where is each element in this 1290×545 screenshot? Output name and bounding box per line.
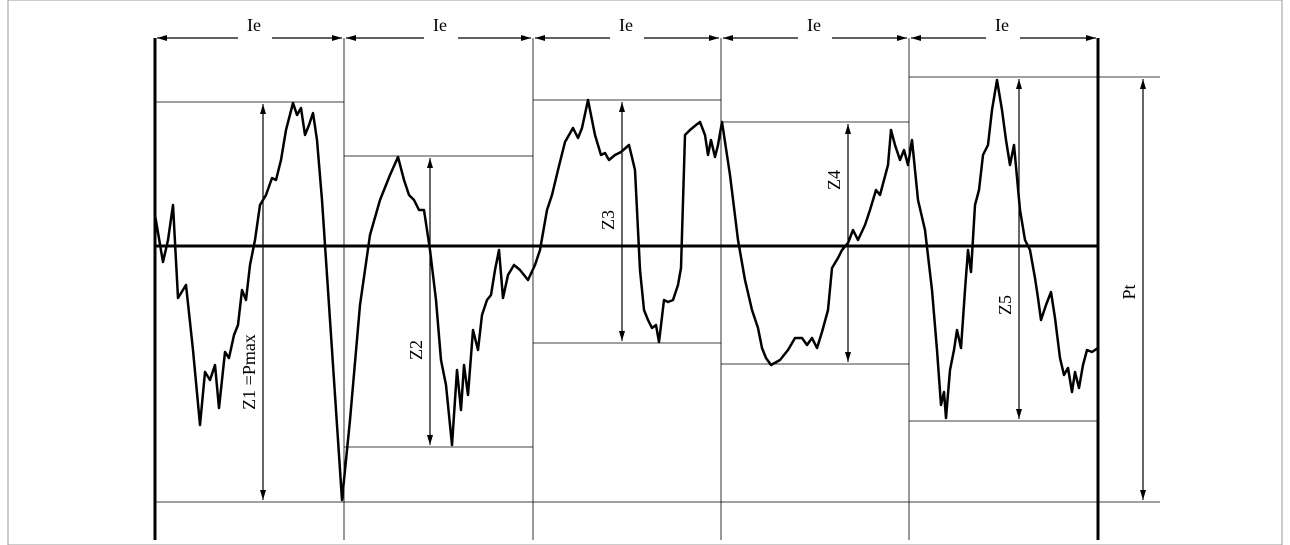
frame	[7, 0, 1283, 545]
segment-label: Ie	[995, 15, 1009, 35]
dimension-arrows	[157, 35, 1146, 500]
segment-label: Ie	[619, 15, 633, 35]
height-label: Z2	[406, 340, 426, 360]
segment-label: Ie	[247, 15, 261, 35]
level-lines	[155, 76, 1160, 503]
profile	[153, 78, 1099, 502]
total-label: Pt	[1119, 284, 1139, 299]
label-backgrounds	[238, 26, 1020, 48]
segment-label: Ie	[433, 15, 447, 35]
height-label: Z4	[824, 170, 844, 190]
height-label: Z3	[598, 210, 618, 230]
height-label: Z5	[995, 295, 1015, 315]
height-label: Z1 =Pmax	[239, 334, 259, 410]
segment-label: Ie	[807, 15, 821, 35]
